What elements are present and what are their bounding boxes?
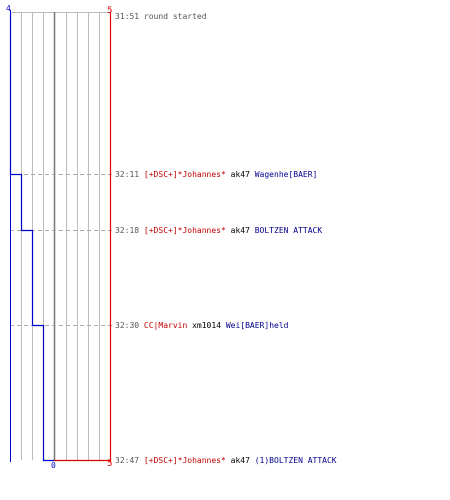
right-bottom-scale-label: 5	[107, 459, 112, 469]
event-killer[interactable]: [+DSC+]*Johannes*	[143, 226, 226, 235]
right-top-scale-label: 5	[107, 6, 112, 16]
event-weapon: ak47	[230, 456, 250, 465]
left-top-scale-label: 4	[6, 4, 11, 13]
kill-event-row: 32:47 [+DSC+]*Johannes* ak47 (1)BOLTZEN …	[115, 456, 337, 466]
event-time: 32:11	[115, 170, 140, 179]
grid-lines	[21, 12, 100, 460]
event-weapon: ak47	[230, 226, 250, 235]
event-victim[interactable]: Wei[BAER]held	[225, 321, 289, 330]
event-victim[interactable]: (1)BOLTZEN ATTACK	[254, 456, 337, 465]
event-weapon: ak47	[230, 170, 250, 179]
event-time: 32:30	[115, 321, 140, 330]
kill-step-line	[9, 13, 55, 462]
kill-event-row: 32:11 [+DSC+]*Johannes* ak47 Wagenhe[BAE…	[115, 170, 317, 180]
event-killer[interactable]: CC|Marvin	[143, 321, 188, 330]
kill-event-row: 32:18 [+DSC+]*Johannes* ak47 BOLTZEN ATT…	[115, 226, 322, 236]
round-start-text: round started	[143, 12, 207, 21]
event-time: 32:47	[115, 456, 140, 465]
round-start-time: 31:51	[115, 12, 140, 21]
middle-bottom-scale-label: 0	[51, 461, 56, 470]
round-start-row: 31:51 round started	[115, 12, 207, 22]
event-killer[interactable]: [+DSC+]*Johannes*	[143, 456, 226, 465]
event-time: 32:18	[115, 226, 140, 235]
event-victim[interactable]: BOLTZEN ATTACK	[254, 226, 323, 235]
event-victim[interactable]: Wagenhe[BAER]	[254, 170, 318, 179]
event-weapon: xm1014	[192, 321, 222, 330]
kill-event-row: 32:30 CC|Marvin xm1014 Wei[BAER]held	[115, 321, 288, 331]
event-killer[interactable]: [+DSC+]*Johannes*	[143, 170, 226, 179]
